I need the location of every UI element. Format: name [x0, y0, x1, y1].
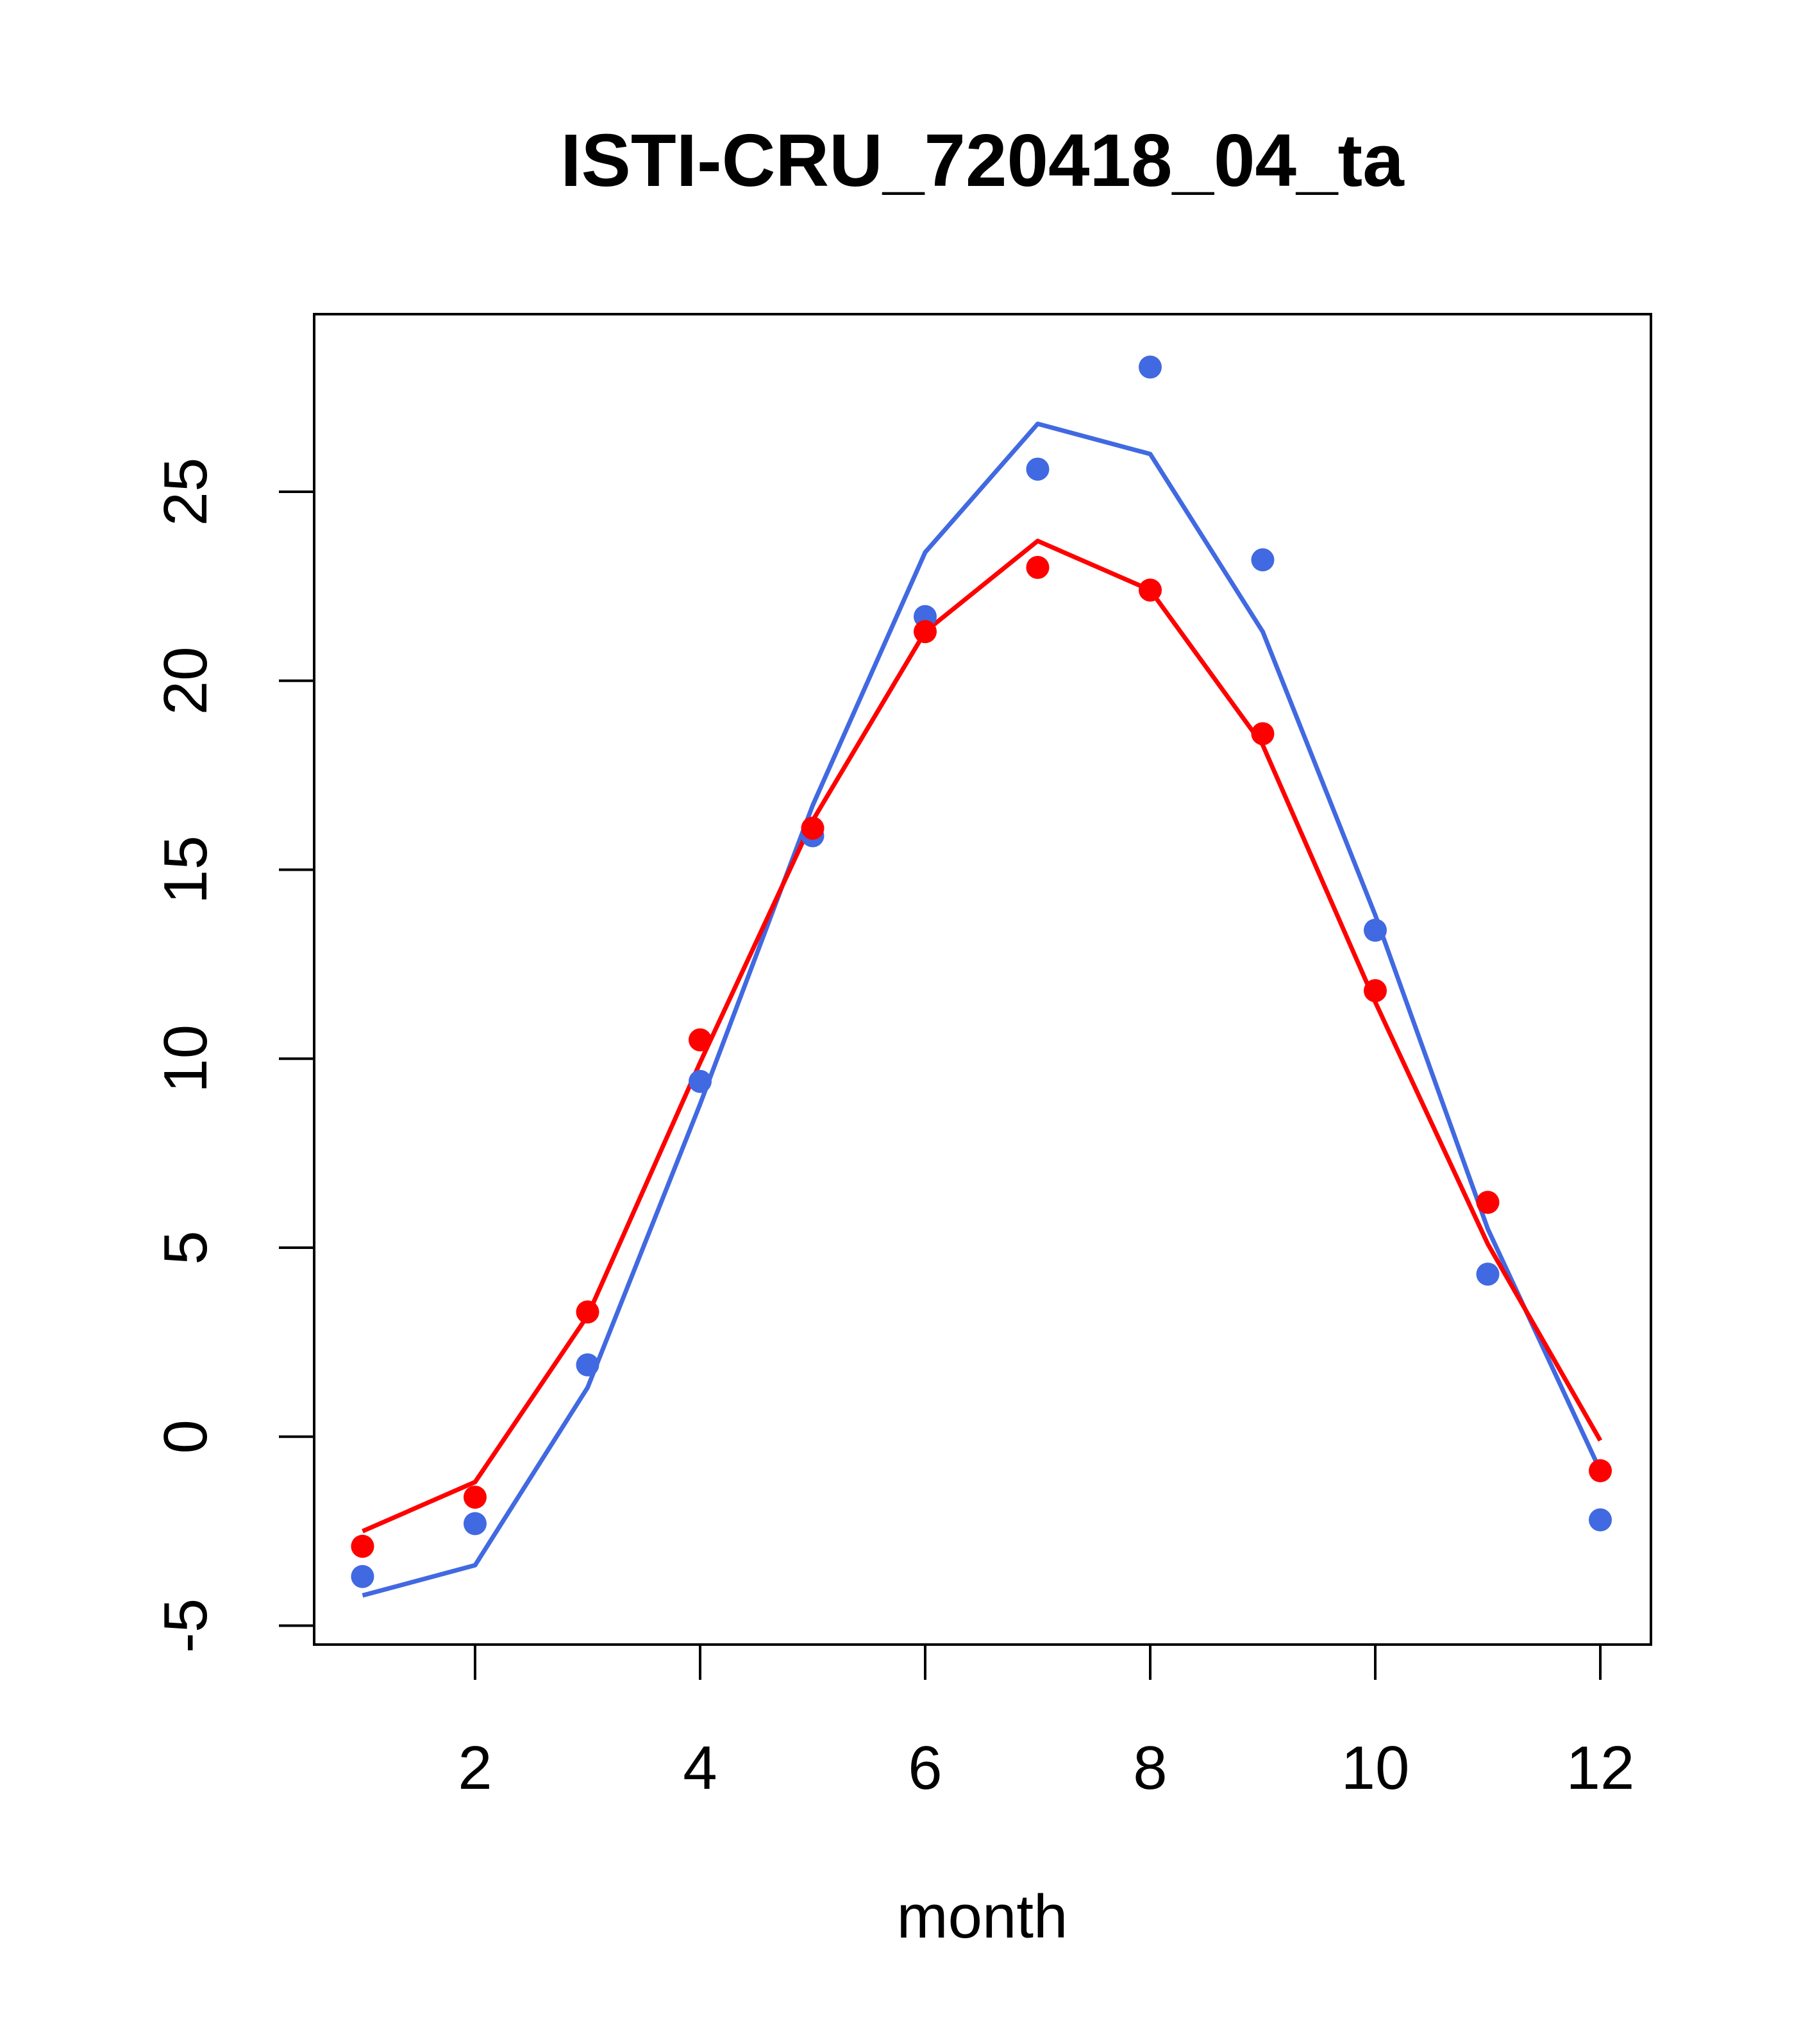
- series-1-point: [1026, 457, 1050, 481]
- y-tick-label: 5: [151, 1230, 220, 1264]
- x-tick-label: 6: [908, 1734, 942, 1802]
- series-1-point: [463, 1512, 487, 1536]
- series-1-point: [1139, 355, 1162, 379]
- y-tick-label: 10: [151, 1025, 220, 1093]
- x-axis-label: month: [897, 1882, 1068, 1951]
- x-axis: 2 4 6 8 10 12: [458, 1643, 1635, 1802]
- series-1-point: [1364, 918, 1387, 942]
- series-1-point: [688, 1069, 712, 1093]
- x-tick-label: 2: [458, 1734, 492, 1802]
- x-tick-label: 8: [1133, 1734, 1167, 1802]
- x-tick-label: 10: [1341, 1734, 1410, 1802]
- series-2-point: [1364, 979, 1387, 1003]
- y-tick-label: -5: [151, 1598, 220, 1653]
- series-2-point: [463, 1486, 487, 1509]
- series-1-point: [1251, 548, 1275, 572]
- y-tick-label: 20: [151, 646, 220, 715]
- series-2-point: [801, 816, 825, 840]
- y-tick-label: 25: [151, 458, 220, 526]
- series-2-point: [1026, 555, 1050, 579]
- series-1-point: [351, 1564, 374, 1588]
- series-2-point: [688, 1028, 712, 1051]
- series-2-point: [1476, 1191, 1500, 1214]
- series-line-1: [362, 421, 1603, 1598]
- x-tick-label: 12: [1566, 1734, 1635, 1802]
- y-tick-label: 0: [151, 1420, 220, 1453]
- series-2-point: [913, 620, 937, 644]
- series-1-point: [1589, 1508, 1612, 1532]
- y-tick-label: 15: [151, 835, 220, 904]
- series-line-2: [362, 539, 1603, 1534]
- x-tick-label: 4: [683, 1734, 717, 1802]
- series-2-point: [351, 1534, 374, 1558]
- series-2-point: [1589, 1459, 1612, 1482]
- y-axis: -5 0 5 10 15 20 25: [151, 458, 315, 1653]
- plot-frame: [313, 313, 1652, 1646]
- chart-title: ISTI-CRU_720418_04_ta: [560, 119, 1405, 202]
- series-2-point: [576, 1300, 599, 1324]
- series-1-point: [1476, 1262, 1500, 1286]
- series-1-point: [576, 1353, 599, 1377]
- series-layer: [351, 355, 1612, 1598]
- series-2-point: [1251, 722, 1275, 746]
- series-2-point: [1139, 578, 1162, 602]
